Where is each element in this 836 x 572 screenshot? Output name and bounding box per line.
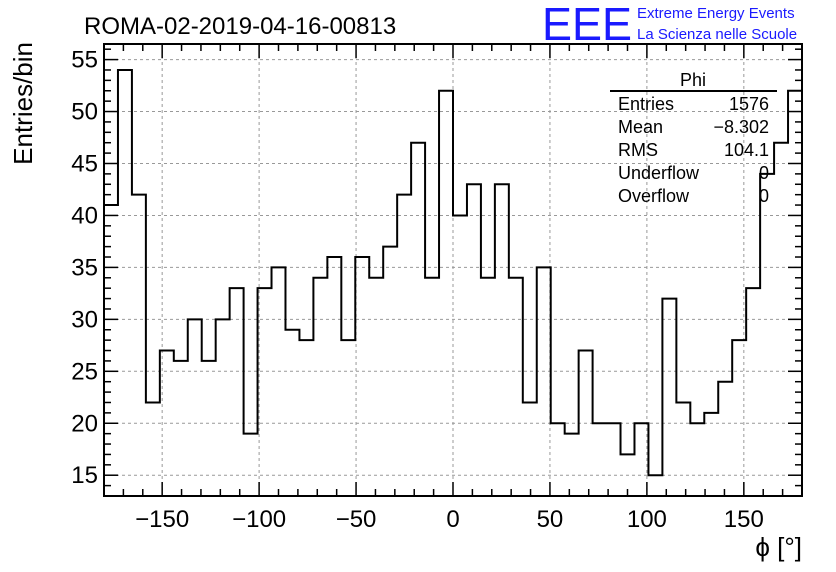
stats-label: Underflow	[618, 163, 700, 183]
histogram-bars	[104, 68, 802, 477]
x-ticks: −150 −100 −50 0 50 100 150	[103, 44, 803, 533]
y-tick-label: 20	[71, 410, 98, 437]
x-tick-label: 50	[537, 506, 564, 533]
stats-value: 1576	[729, 94, 769, 114]
x-tick-label: 100	[627, 506, 667, 533]
stats-label: RMS	[618, 140, 658, 160]
x-tick-label: 150	[724, 506, 764, 533]
y-tick-label: 55	[71, 47, 98, 74]
stats-title: Phi	[680, 70, 706, 90]
x-tick-label: −100	[232, 506, 286, 533]
logo-mark: EEE	[542, 0, 632, 50]
chart-title: ROMA-02-2019-04-16-00813	[84, 13, 396, 40]
logo-line1: Extreme Energy Events	[637, 5, 795, 22]
eee-logo: EEE Extreme Energy Events La Scienza nel…	[542, 0, 797, 50]
y-tick-label: 45	[71, 150, 98, 177]
y-axis-label: Entries/bin	[8, 42, 38, 165]
stats-value: −8.302	[713, 117, 769, 137]
histogram-outline	[104, 68, 802, 477]
stats-value: 0	[759, 186, 769, 206]
logo-line2: La Scienza nelle Scuole	[637, 26, 797, 43]
stats-value: 0	[759, 163, 769, 183]
stats-label: Entries	[618, 94, 674, 114]
x-tick-label: −50	[336, 506, 377, 533]
stats-rows: Entries 1576 Mean −8.302 RMS 104.1 Underflow 0 O…	[618, 94, 769, 206]
y-tick-label: 15	[71, 462, 98, 489]
y-tick-label: 25	[71, 358, 98, 385]
y-tick-label: 30	[71, 306, 98, 333]
x-tick-label: 0	[446, 506, 459, 533]
stats-value: 104.1	[724, 140, 769, 160]
y-tick-label: 40	[71, 202, 98, 229]
stats-label: Mean	[618, 117, 663, 137]
stats-label: Overflow	[618, 186, 690, 206]
stats-box: Phi Entries 1576 Mean −8.302 RMS 104.1 Underfl…	[610, 70, 777, 206]
y-tick-label: 35	[71, 254, 98, 281]
x-tick-label: −150	[135, 506, 189, 533]
y-tick-label: 50	[71, 99, 98, 126]
x-axis-label: ϕ [°]	[755, 532, 802, 562]
y-ticks: 15 20 25 30 35 40 45 50 55	[71, 47, 802, 497]
